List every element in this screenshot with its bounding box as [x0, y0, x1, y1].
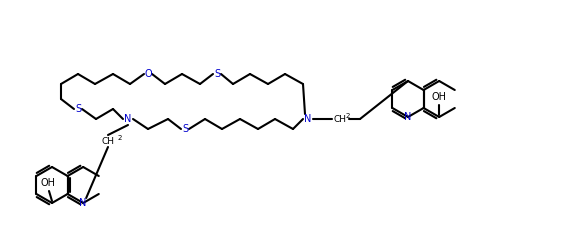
Text: N: N: [404, 112, 412, 122]
Text: N: N: [79, 198, 87, 208]
Text: N: N: [304, 114, 312, 124]
Text: OH: OH: [432, 92, 447, 102]
Text: 2: 2: [346, 113, 351, 119]
Text: CH: CH: [102, 137, 115, 145]
Text: N: N: [124, 114, 132, 124]
Text: 2: 2: [118, 135, 122, 141]
Text: S: S: [75, 104, 81, 114]
Text: OH: OH: [41, 178, 55, 188]
Text: CH: CH: [334, 115, 347, 124]
Text: O: O: [144, 69, 152, 79]
Text: S: S: [182, 124, 188, 134]
Text: S: S: [214, 69, 220, 79]
